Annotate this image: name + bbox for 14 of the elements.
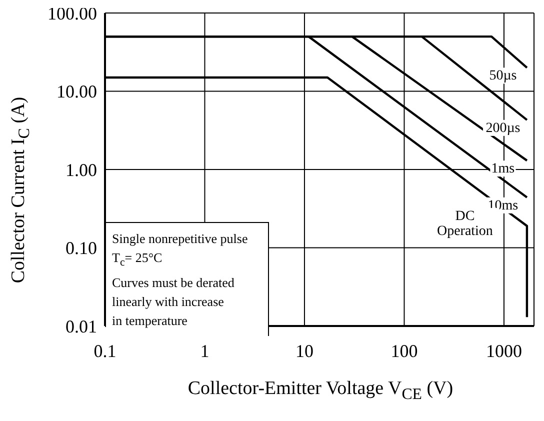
x-tick-label: 1 <box>200 340 210 361</box>
x-tick-label: 1000 <box>486 340 522 361</box>
x-axis-title: Collector-Emitter Voltage V$_{CE}$ (V) <box>186 378 454 404</box>
x-tick-label: 100 <box>390 340 418 361</box>
x-tick-label: 0.1 <box>94 340 116 361</box>
y-tick-label: 10.00 <box>56 82 97 102</box>
y-tick-label: 0.01 <box>66 316 97 336</box>
note-box: Single nonrepetitive pulse T$_{c}$= 25°C Curves must be derated linearly with increase in temperature <box>106 222 269 336</box>
series-label: 200µs <box>486 120 520 136</box>
x-tick-label: 10 <box>295 340 314 361</box>
y-tick-label: 1.00 <box>66 160 97 180</box>
series-label: 1ms <box>491 162 515 177</box>
y-tick-label: 0.10 <box>66 238 97 258</box>
series-label: 50µs <box>489 68 517 84</box>
